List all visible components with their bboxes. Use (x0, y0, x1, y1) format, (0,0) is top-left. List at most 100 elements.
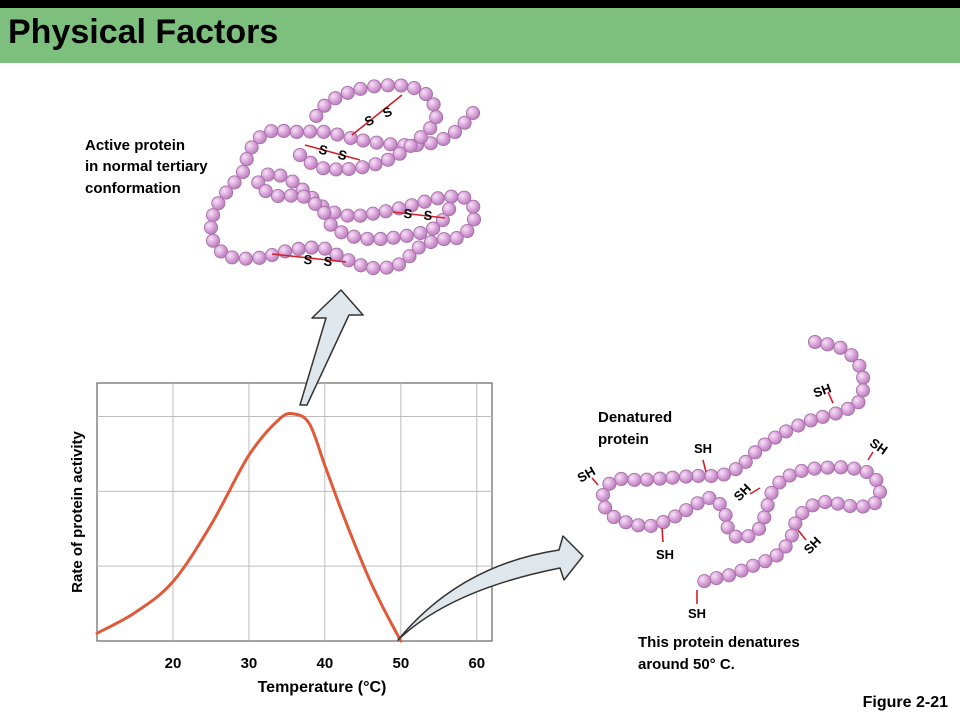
amino-acid-bead (317, 241, 333, 256)
amino-acid-bead (383, 137, 398, 152)
amino-acid-bead (457, 190, 472, 205)
amino-acid-bead (227, 175, 242, 190)
amino-acid-bead (360, 231, 375, 246)
amino-acid-bead (444, 189, 459, 204)
amino-acid-bead (768, 430, 783, 445)
thiol-bond-line (661, 527, 664, 543)
thiol-bond-line (749, 487, 761, 495)
disulfide-bond-line (351, 94, 403, 136)
sulfur-atom-label: S (336, 147, 349, 164)
sulfur-atom-label: S (317, 142, 330, 159)
amino-acid-bead (378, 204, 393, 219)
amino-acid-bead (273, 168, 288, 183)
thiol-bond-line (591, 477, 599, 486)
amino-acid-bead (643, 518, 659, 533)
amino-acid-bead (296, 189, 311, 204)
amino-acid-bead (449, 231, 464, 246)
amino-acid-bead (340, 208, 355, 223)
amino-acid-bead (429, 110, 444, 125)
amino-acid-bead (244, 140, 259, 155)
top-border (0, 0, 960, 8)
amino-acid-bead (413, 130, 428, 145)
amino-acid-bead (353, 208, 368, 223)
chart-grid (97, 383, 492, 641)
x-tick-label: 20 (165, 655, 182, 672)
amino-acid-bead (764, 485, 779, 500)
amino-acid-bead (712, 497, 727, 512)
amino-acid-bead (205, 233, 221, 248)
amino-acid-bead (748, 445, 763, 460)
amino-acid-bead (423, 235, 439, 250)
amino-acid-bead (840, 401, 855, 416)
amino-acid-bead (423, 121, 438, 136)
amino-acid-bead (457, 115, 472, 130)
amino-acid-bead (407, 81, 422, 96)
amino-acid-bead (341, 253, 356, 268)
amino-acid-bead (851, 395, 866, 410)
amino-acid-bead (373, 231, 388, 247)
amino-acid-bead (709, 571, 724, 586)
amino-acid-bead (460, 223, 475, 239)
amino-acid-bead (391, 257, 407, 272)
amino-acid-bead (697, 574, 712, 589)
amino-acid-bead (369, 135, 384, 150)
amino-acid-bead (794, 463, 809, 478)
amino-acid-bead (258, 184, 273, 199)
amino-acid-bead (833, 460, 849, 475)
amino-acid-bead (833, 340, 848, 355)
amino-acid-bead (411, 240, 426, 255)
amino-acid-bead (466, 212, 482, 227)
amino-acid-bead (447, 124, 463, 140)
amino-acid-bead (598, 500, 613, 515)
amino-acid-bead (239, 152, 254, 167)
amino-acid-bead (213, 244, 229, 259)
thiol-bond-line (797, 529, 807, 541)
amino-acid-bead (426, 97, 441, 112)
amino-acid-bead (815, 409, 830, 424)
thiol-bond-line (827, 391, 834, 404)
amino-acid-bead (365, 206, 381, 221)
amino-acid-bead (466, 199, 481, 214)
amino-acid-bead (844, 348, 859, 363)
amino-acid-bead (317, 205, 332, 220)
amino-acid-bead (760, 498, 775, 513)
amino-acid-bead (668, 509, 683, 524)
amino-acid-bead (346, 229, 362, 244)
amino-acid-bead (367, 79, 382, 94)
amino-acid-bead (779, 424, 794, 439)
amino-acid-bead (855, 383, 870, 398)
amino-acid-bead (381, 152, 396, 167)
arrow-to-denatured-protein (397, 535, 584, 641)
thiol-bond-line (702, 459, 707, 473)
amino-acid-bead (803, 413, 818, 428)
x-tick-label: 40 (317, 655, 334, 672)
amino-acid-bead (784, 528, 799, 543)
amino-acid-bead (716, 467, 731, 482)
amino-acid-bead (769, 548, 784, 563)
amino-acid-bead (820, 337, 835, 352)
amino-acid-bead (238, 251, 253, 266)
amino-acid-bead (595, 487, 611, 503)
amino-acid-bead (317, 98, 332, 113)
amino-acid-bead (303, 155, 318, 170)
amino-acid-bead (741, 529, 756, 544)
thiol-label: SH (575, 463, 598, 485)
amino-acid-bead (718, 508, 733, 523)
amino-acid-bead (309, 108, 324, 124)
amino-acid-bead (782, 468, 797, 483)
amino-acid-bead (631, 518, 646, 533)
amino-acid-bead (426, 221, 441, 236)
disulfide-bond-line (271, 253, 347, 263)
activity-curve (95, 411, 403, 643)
amino-acid-bead (807, 334, 823, 350)
slide-title: Physical Factors (8, 13, 279, 51)
amino-acid-bead (772, 475, 787, 490)
amino-acid-bead (417, 194, 432, 209)
sulfur-atom-label: S (380, 103, 394, 120)
amino-acid-bead (329, 162, 344, 177)
thiol-bond-line (867, 451, 874, 461)
amino-acid-bead (690, 496, 705, 511)
sulfur-atom-label: S (303, 252, 313, 268)
